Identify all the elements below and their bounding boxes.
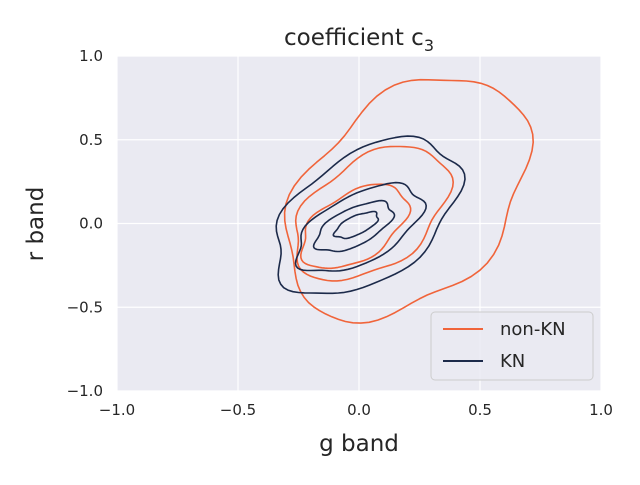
contour-kn-level-2: [312, 199, 396, 253]
contour-kn-level-3: [332, 210, 380, 240]
y-tick-label: 1.0: [79, 47, 103, 65]
contour-kn-level-1: [294, 181, 427, 272]
contour-kn-level-0: [275, 135, 466, 295]
y-tick-label: 0.5: [79, 131, 103, 149]
legend-label-kn: KN: [500, 351, 525, 372]
y-tick-label: 0.0: [79, 215, 103, 233]
x-tick-label: 0.5: [468, 401, 492, 419]
legend-label-non-kn: non-KN: [500, 319, 566, 340]
y-tick-label: −1.0: [67, 382, 103, 400]
chart-title: coefficient c3: [284, 25, 434, 55]
x-tick-label: 1.0: [589, 401, 613, 419]
legend: non-KN KN: [430, 311, 594, 381]
y-tick-label: −0.5: [67, 298, 103, 316]
contour-non-kn-level-0: [283, 78, 534, 324]
x-tick-label: −0.5: [220, 401, 256, 419]
x-axis-label: g band: [319, 431, 399, 457]
contour-non-kn-level-2: [300, 183, 412, 270]
y-axis-label: r band: [23, 187, 49, 262]
x-tick-label: −1.0: [99, 401, 135, 419]
x-tick-label: 0.0: [347, 401, 371, 419]
contour-non-kn-level-1: [294, 145, 454, 282]
